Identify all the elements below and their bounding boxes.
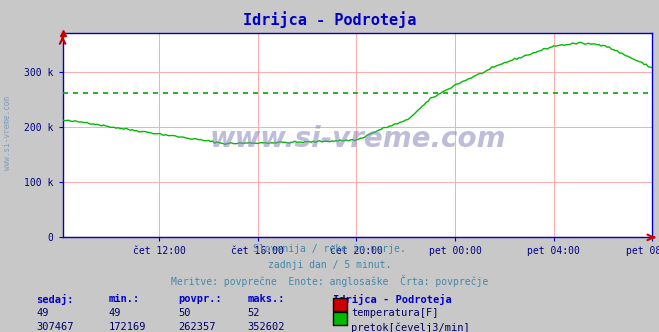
Text: 52: 52: [247, 308, 260, 318]
Text: pretok[čevelj3/min]: pretok[čevelj3/min]: [351, 322, 470, 332]
Text: zadnji dan / 5 minut.: zadnji dan / 5 minut.: [268, 260, 391, 270]
Text: Meritve: povprečne  Enote: anglosaške  Črta: povprečje: Meritve: povprečne Enote: anglosaške Črt…: [171, 275, 488, 287]
Text: 172169: 172169: [109, 322, 146, 332]
Text: Idrijca - Podroteja: Idrijca - Podroteja: [333, 294, 451, 305]
Text: 352602: 352602: [247, 322, 285, 332]
Text: 49: 49: [109, 308, 121, 318]
Text: 49: 49: [36, 308, 49, 318]
Text: www.si-vreme.com: www.si-vreme.com: [210, 125, 505, 153]
Text: sedaj:: sedaj:: [36, 294, 74, 305]
Text: povpr.:: povpr.:: [178, 294, 221, 304]
Text: temperatura[F]: temperatura[F]: [351, 308, 439, 318]
Text: min.:: min.:: [109, 294, 140, 304]
Text: Idrijca - Podroteja: Idrijca - Podroteja: [243, 12, 416, 29]
Text: 50: 50: [178, 308, 190, 318]
Text: 307467: 307467: [36, 322, 74, 332]
Text: www.si-vreme.com: www.si-vreme.com: [3, 96, 13, 170]
Text: 262357: 262357: [178, 322, 215, 332]
Text: maks.:: maks.:: [247, 294, 285, 304]
Text: Slovenija / reke in morje.: Slovenija / reke in morje.: [253, 244, 406, 254]
